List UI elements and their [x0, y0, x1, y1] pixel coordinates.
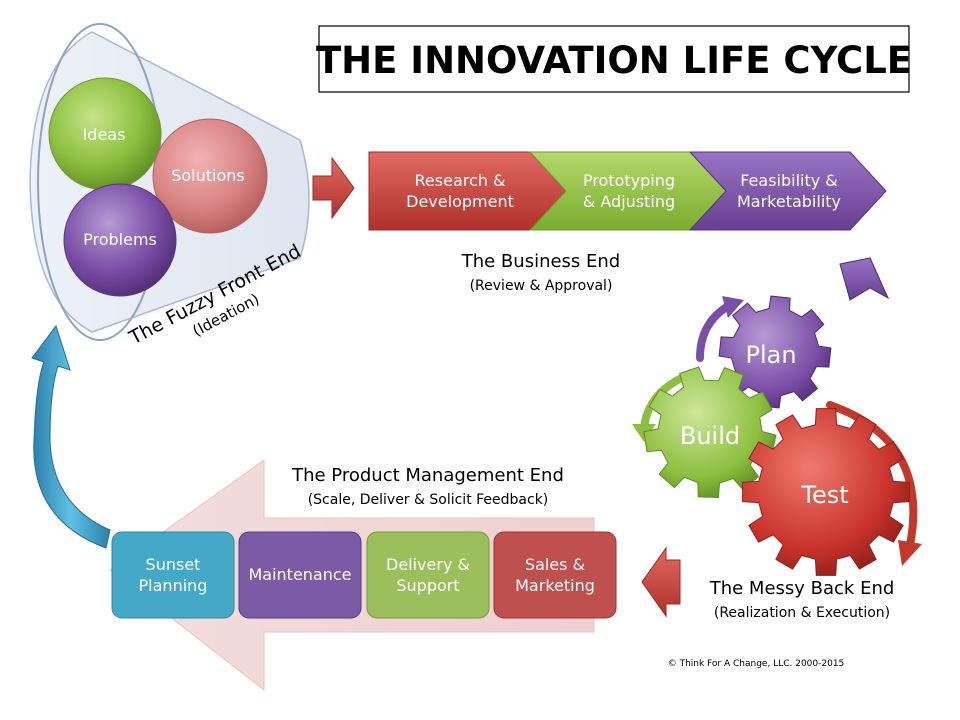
ideas-label: Ideas	[83, 125, 126, 144]
box-maintenance-line1: Maintenance	[248, 565, 351, 584]
business-end-label: The Business End	[461, 251, 621, 272]
test-label: Test	[800, 481, 848, 509]
messy-back-end-sublabel: (Realization & Execution)	[714, 605, 890, 621]
box-delivery-line2: Support	[396, 576, 459, 595]
step-prototyping-line2: & Adjusting	[583, 192, 675, 211]
step-research-line2: Development	[406, 192, 514, 211]
fuzzy-front-end: Ideas Solutions Problems The Fuzzy Front…	[29, 23, 310, 350]
test-gear	[742, 408, 910, 576]
box-sales-marketing	[493, 531, 617, 619]
cycle-arrow-purple-head	[722, 296, 744, 318]
step-feasibility-line1: Feasibility &	[740, 171, 838, 190]
business-end: Research & Development Prototyping & Adj…	[368, 151, 887, 294]
box-delivery-support	[366, 531, 490, 619]
step-feasibility-line2: Marketability	[737, 192, 841, 211]
box-sunset-line2: Planning	[139, 576, 208, 595]
box-sunset-line1: Sunset	[146, 555, 201, 574]
product-management-label: The Product Management End	[291, 465, 564, 486]
chevron-research	[368, 151, 567, 231]
problems-label: Problems	[83, 230, 157, 249]
box-sales-line1: Sales &	[525, 555, 585, 574]
product-management-sublabel: (Scale, Deliver & Solicit Feedback)	[308, 492, 549, 508]
solutions-label: Solutions	[171, 166, 245, 185]
build-gear	[643, 366, 777, 499]
step-research-line1: Research &	[415, 171, 506, 190]
return-arrow-to-ideation	[31, 324, 111, 549]
plan-label: Plan	[745, 341, 796, 369]
cycle-arrow-red-head	[898, 540, 922, 566]
chevron-feasibility	[688, 151, 887, 231]
build-label: Build	[680, 422, 740, 450]
title-box: THE INNOVATION LIFE CYCLE	[316, 25, 912, 93]
step-prototyping-line1: Prototyping	[583, 171, 675, 190]
product-management-end: The Product Management End (Scale, Deliv…	[109, 459, 617, 692]
solutions-circle	[152, 118, 268, 234]
box-sales-line2: Marketing	[515, 576, 595, 595]
copyright: © Think For A Change, LLC. 2000-2015	[668, 659, 845, 669]
plan-gear	[718, 295, 832, 409]
messy-back-end-label: The Messy Back End	[709, 578, 895, 599]
page-title: THE INNOVATION LIFE CYCLE	[316, 39, 912, 82]
problems-circle	[63, 183, 177, 297]
arrow-to-messy-back-end	[839, 257, 890, 301]
box-sunset-planning	[111, 531, 235, 619]
arrow-to-business-end	[312, 156, 355, 220]
box-delivery-line1: Delivery &	[386, 555, 470, 574]
business-end-sublabel: (Review & Approval)	[470, 278, 613, 294]
arrow-to-product-management	[641, 546, 681, 618]
cycle-arrow-purple	[696, 301, 734, 362]
messy-back-end: Plan Build Test The Messy Back End (Real…	[632, 295, 922, 621]
box-maintenance	[238, 531, 362, 619]
